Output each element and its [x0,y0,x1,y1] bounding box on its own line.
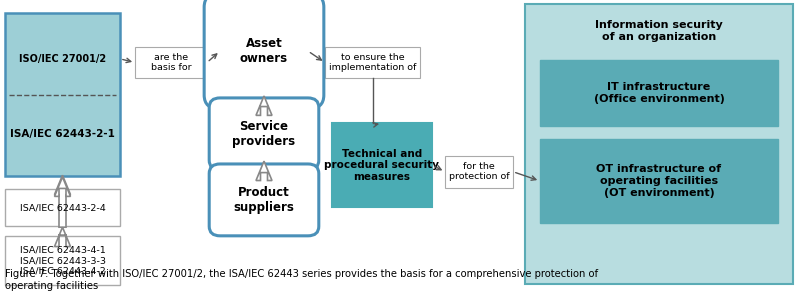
Text: ISO/IEC 27001/2: ISO/IEC 27001/2 [19,54,106,64]
FancyBboxPatch shape [210,98,318,170]
Text: are the
basis for: are the basis for [150,53,191,72]
Polygon shape [54,177,70,196]
Polygon shape [256,161,272,181]
Bar [5,236,120,285]
FancyBboxPatch shape [204,0,324,109]
Text: OT infrastructure of
operating facilities
(OT environment): OT infrastructure of operating facilitie… [597,164,722,198]
Text: IT infrastructure
(Office environment): IT infrastructure (Office environment) [594,82,725,104]
Text: ISA/IEC 62443-2-1: ISA/IEC 62443-2-1 [10,129,115,139]
Text: to ensure the
implementation of: to ensure the implementation of [329,53,416,72]
Bar [135,47,207,78]
Bar [5,13,120,176]
Bar [540,139,778,223]
Bar [540,60,778,126]
Text: ISA/IEC 62443-2-4: ISA/IEC 62443-2-4 [20,203,106,212]
Text: Technical and
procedural security
measures: Technical and procedural security measur… [325,148,439,182]
Text: for the
protection of: for the protection of [449,162,510,181]
Bar [332,123,432,207]
Text: Information security
of an organization: Information security of an organization [595,20,723,42]
Bar [5,189,120,226]
Bar [525,4,793,284]
Text: Service
providers: Service providers [233,120,295,148]
Text: Product
suppliers: Product suppliers [234,186,294,214]
Bar [325,47,420,78]
Text: Figure 7. Together with ISO/IEC 27001/2, the ISA/IEC 62443 series provides the b: Figure 7. Together with ISO/IEC 27001/2,… [5,269,598,291]
Text: ISA/IEC 62443-4-1
ISA/IEC 62443-3-3
ISA/IEC 62443-4-2: ISA/IEC 62443-4-1 ISA/IEC 62443-3-3 ISA/… [19,246,106,276]
Bar [445,156,513,188]
Polygon shape [54,227,70,247]
Polygon shape [54,175,70,227]
Text: Asset
owners: Asset owners [240,37,288,65]
Polygon shape [256,96,272,115]
FancyBboxPatch shape [210,164,318,236]
